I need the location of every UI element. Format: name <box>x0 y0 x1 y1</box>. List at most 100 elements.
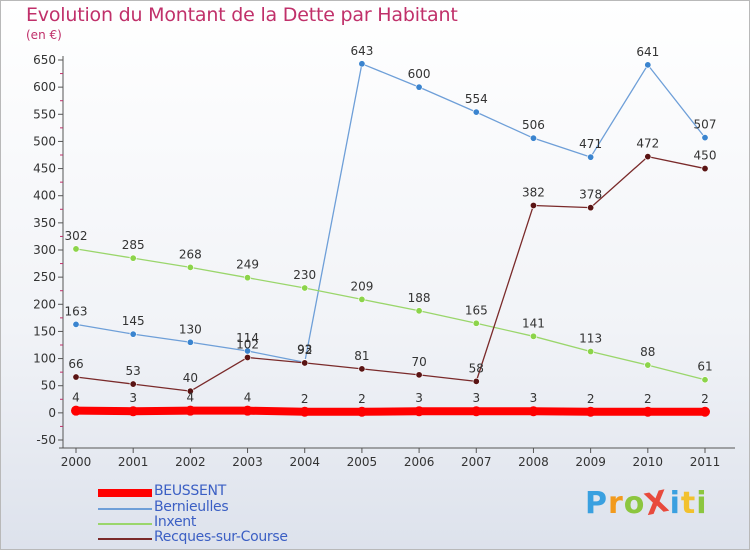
y-tick-label: 250 <box>33 270 56 284</box>
data-point-beussent <box>414 406 425 417</box>
x-tick-label: 2002 <box>175 455 206 469</box>
data-label-inxent: 188 <box>408 291 431 305</box>
data-label-recques-sur-course: 382 <box>522 185 545 199</box>
y-tick-label: 400 <box>33 189 56 203</box>
y-tick-label: 350 <box>33 216 56 230</box>
logo-letter: X <box>642 483 673 524</box>
y-tick-label: 150 <box>33 324 56 338</box>
data-label-beussent: 2 <box>701 392 709 406</box>
data-label-beussent: 3 <box>415 391 423 405</box>
data-point-inxent <box>701 376 709 384</box>
data-point-bernieulles <box>129 330 137 338</box>
data-label-bernieulles: 554 <box>465 92 488 106</box>
data-label-beussent: 3 <box>129 391 137 405</box>
data-point-bernieulles <box>358 60 366 68</box>
data-label-recques-sur-course: 66 <box>68 357 83 371</box>
logo-letter: P <box>585 486 608 521</box>
data-label-inxent: 268 <box>179 247 202 261</box>
y-tick-label: -50 <box>36 433 56 447</box>
series-line-bernieulles <box>75 63 706 364</box>
legend-label-inxent: Inxent <box>154 514 197 530</box>
data-point-recques-sur-course <box>186 387 194 395</box>
data-point-recques-sur-course <box>358 365 366 373</box>
x-tick-label: 2010 <box>633 455 664 469</box>
data-point-bernieulles <box>415 83 423 91</box>
data-label-inxent: 113 <box>579 332 602 346</box>
data-label-bernieulles: 145 <box>122 314 145 328</box>
data-point-beussent <box>471 406 482 417</box>
logo-letter: i <box>669 486 681 521</box>
x-tick-label: 2009 <box>575 455 606 469</box>
data-point-beussent <box>71 405 81 416</box>
data-label-beussent: 4 <box>187 391 195 405</box>
data-point-recques-sur-course <box>244 353 252 361</box>
data-point-inxent <box>358 295 366 303</box>
data-label-bernieulles: 641 <box>636 45 659 59</box>
legend-label-recques-sur-course: Recques-sur-Course <box>154 529 288 545</box>
data-point-recques-sur-course <box>72 373 80 381</box>
data-label-beussent: 3 <box>530 391 538 405</box>
data-label-recques-sur-course: 40 <box>183 371 198 385</box>
data-label-recques-sur-course: 450 <box>694 149 717 163</box>
data-label-inxent: 61 <box>697 360 712 374</box>
data-point-inxent <box>529 332 537 340</box>
data-point-inxent <box>301 284 309 292</box>
data-point-recques-sur-course <box>301 359 309 367</box>
logo-letter: r <box>608 486 624 521</box>
data-label-recques-sur-course: 58 <box>469 361 484 375</box>
x-tick-label: 2003 <box>232 455 263 469</box>
data-point-bernieulles <box>644 61 652 69</box>
data-point-bernieulles <box>72 320 80 328</box>
data-point-recques-sur-course <box>472 377 480 385</box>
legend-swatch-beussent <box>98 489 152 497</box>
y-tick-label: 650 <box>33 53 56 67</box>
legend-swatch-bernieulles <box>98 508 152 510</box>
data-label-inxent: 230 <box>293 268 316 282</box>
data-label-inxent: 285 <box>122 238 145 252</box>
proxiti-logo: ProXiti <box>585 483 708 524</box>
data-label-bernieulles: 93 <box>297 342 312 356</box>
data-label-beussent: 4 <box>244 391 252 405</box>
x-tick-label: 2004 <box>289 455 320 469</box>
data-point-recques-sur-course <box>129 380 137 388</box>
data-label-inxent: 249 <box>236 258 259 272</box>
x-tick-label: 2008 <box>518 455 549 469</box>
y-tick-label: 600 <box>33 80 56 94</box>
data-point-inxent <box>72 245 80 253</box>
data-label-inxent: 302 <box>65 229 88 243</box>
x-tick-label: 2006 <box>404 455 435 469</box>
legend-swatch-recques-sur-course <box>98 538 152 540</box>
x-tick-label: 2000 <box>61 455 92 469</box>
data-point-bernieulles <box>587 153 595 161</box>
y-tick-label: 0 <box>48 406 56 420</box>
x-tick-label: 2001 <box>118 455 149 469</box>
data-point-bernieulles <box>472 108 480 116</box>
data-label-beussent: 2 <box>644 392 652 406</box>
data-point-inxent <box>472 319 480 327</box>
data-label-recques-sur-course: 81 <box>354 349 369 363</box>
data-point-recques-sur-course <box>644 153 652 161</box>
data-point-bernieulles <box>186 338 194 346</box>
data-point-bernieulles <box>529 134 537 142</box>
data-label-beussent: 3 <box>472 391 480 405</box>
y-tick-label: 200 <box>33 297 56 311</box>
y-tick-label: 300 <box>33 243 56 257</box>
data-point-recques-sur-course <box>701 165 709 173</box>
data-point-beussent <box>242 405 253 416</box>
legend-label-beussent: BEUSSENT <box>154 483 226 499</box>
data-label-bernieulles: 163 <box>65 304 88 318</box>
data-point-inxent <box>244 274 252 282</box>
data-point-inxent <box>415 307 423 315</box>
data-label-bernieulles: 114 <box>236 331 259 345</box>
data-point-inxent <box>186 263 194 271</box>
y-tick-label: 550 <box>33 107 56 121</box>
data-point-beussent <box>299 406 310 417</box>
logo-letter: o <box>623 486 646 521</box>
data-point-inxent <box>644 361 652 369</box>
data-point-beussent <box>185 405 196 416</box>
y-axis-unit-label: (en €) <box>26 28 62 42</box>
series-line-inxent <box>75 248 706 381</box>
data-point-inxent <box>587 348 595 356</box>
